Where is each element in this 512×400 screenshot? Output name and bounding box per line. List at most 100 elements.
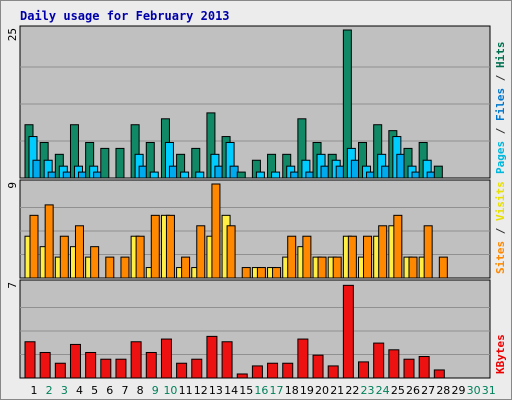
- bar-kbytes-day-14: [221, 341, 233, 379]
- bar-kbytes-day-21: [327, 365, 339, 379]
- bar-kbytes-day-5: [85, 351, 97, 379]
- x-tick-label: 17: [270, 384, 284, 397]
- legend-sites: Sites: [494, 241, 507, 274]
- legend-separator: /: [494, 121, 507, 141]
- legend-hits: Hits: [494, 42, 507, 69]
- panel-hits-files-pages: 25 Pages / Files / Hits: [6, 25, 507, 179]
- bar-kbytes-day-2: [39, 351, 51, 379]
- bar-kbytes-day-26: [403, 358, 415, 379]
- bar-sites-day-8: [135, 235, 145, 279]
- x-tick-label: 26: [406, 384, 420, 397]
- bar-sites-day-12: [196, 225, 206, 279]
- x-tick-label: 29: [451, 384, 465, 397]
- bar-kbytes-day-18: [282, 362, 294, 379]
- bar-sites-day-4: [74, 225, 84, 279]
- x-tick-label: 25: [391, 384, 405, 397]
- bar-kbytes-day-13: [206, 335, 218, 379]
- x-tick-label: 22: [345, 384, 359, 397]
- chart-title: Daily usage for February 2013: [20, 9, 230, 23]
- x-tick-label: 19: [300, 384, 314, 397]
- bar-sites-day-19: [302, 235, 312, 279]
- x-tick-label: 13: [209, 384, 223, 397]
- bar-kbytes-day-22: [342, 284, 354, 379]
- bar-sites-day-15: [241, 267, 251, 279]
- bar-sites-day-18: [287, 235, 297, 279]
- x-tick-label: 21: [330, 384, 344, 397]
- x-tick-label: 7: [121, 384, 128, 397]
- legend-files: Files: [494, 88, 507, 121]
- bar-hits-day-15: [236, 171, 246, 179]
- bar-kbytes-day-10: [160, 338, 172, 379]
- y-max-label: 7: [6, 282, 19, 289]
- bar-sites-day-28: [438, 256, 448, 279]
- bar-hits-day-6: [100, 147, 110, 179]
- x-tick-label: 23: [361, 384, 375, 397]
- bar-sites-day-1: [29, 214, 39, 279]
- bar-sites-day-9: [150, 214, 160, 279]
- bar-hits-day-28: [433, 165, 443, 179]
- bar-kbytes-day-27: [418, 356, 430, 379]
- bar-kbytes-day-24: [373, 342, 385, 379]
- bar-sites-day-7: [120, 256, 130, 279]
- legend-visits: Visits: [494, 181, 507, 221]
- x-tick-label: 24: [376, 384, 390, 397]
- bar-kbytes-day-28: [433, 369, 445, 379]
- bar-kbytes-day-16: [251, 365, 263, 379]
- bar-files-day-17: [271, 171, 281, 179]
- x-tick-label: 28: [436, 384, 450, 397]
- x-tick-label: 11: [179, 384, 193, 397]
- panel-visits-sites: 9 Sites / Visits: [6, 179, 507, 279]
- bar-sites-day-25: [393, 214, 403, 279]
- x-tick-label: 16: [254, 384, 268, 397]
- x-tick-label: 30: [467, 384, 481, 397]
- bar-files-day-12: [195, 171, 205, 179]
- bar-sites-day-3: [59, 235, 69, 279]
- bar-sites-day-17: [272, 267, 282, 279]
- x-tick-label: 4: [76, 384, 83, 397]
- x-tick-label: 12: [194, 384, 208, 397]
- bar-kbytes-day-15: [236, 373, 248, 379]
- x-tick-label: 5: [91, 384, 98, 397]
- bar-sites-day-23: [363, 235, 373, 279]
- bar-hits-day-7: [115, 147, 125, 179]
- x-tick-label: 27: [421, 384, 435, 397]
- bar-sites-day-11: [181, 256, 191, 279]
- bar-kbytes-day-6: [100, 358, 112, 379]
- bar-kbytes-day-23: [358, 361, 370, 379]
- bar-sites-day-13: [211, 183, 221, 279]
- x-tick-label: 6: [106, 384, 113, 397]
- series-legend: Pages / Files / Hits: [494, 42, 507, 175]
- x-tick-label: 15: [239, 384, 253, 397]
- x-tick-label: 31: [482, 384, 496, 397]
- bar-sites-day-2: [44, 204, 54, 279]
- bar-kbytes-day-12: [191, 358, 203, 379]
- y-max-label: 9: [6, 182, 19, 189]
- bar-sites-day-27: [423, 225, 433, 279]
- bar-kbytes-day-17: [267, 362, 279, 379]
- x-tick-label: 8: [137, 384, 144, 397]
- bar-kbytes-day-20: [312, 354, 324, 379]
- bar-files-day-16: [255, 171, 265, 179]
- legend-separator: /: [494, 221, 507, 241]
- bar-sites-day-10: [165, 214, 175, 279]
- bar-sites-day-24: [378, 225, 388, 279]
- x-tick-label: 1: [31, 384, 38, 397]
- series-legend: Sites / Visits: [494, 181, 507, 274]
- x-tick-label: 18: [285, 384, 299, 397]
- series-legend: KBytes: [494, 334, 507, 374]
- bar-sites-day-21: [332, 256, 342, 279]
- bar-sites-day-20: [317, 256, 327, 279]
- x-tick-label: 9: [152, 384, 159, 397]
- x-tick-label: 14: [224, 384, 238, 397]
- bar-sites-day-26: [408, 256, 418, 279]
- y-max-label: 25: [6, 28, 19, 41]
- bar-kbytes-day-1: [24, 341, 36, 379]
- bar-sites-day-22: [347, 235, 357, 279]
- bar-files-day-11: [180, 171, 190, 179]
- x-tick-label: 20: [315, 384, 329, 397]
- bar-sites-day-5: [90, 246, 100, 279]
- legend-pages: Pages: [494, 141, 507, 174]
- bar-kbytes-day-9: [145, 351, 157, 379]
- bar-files-day-9: [149, 171, 159, 179]
